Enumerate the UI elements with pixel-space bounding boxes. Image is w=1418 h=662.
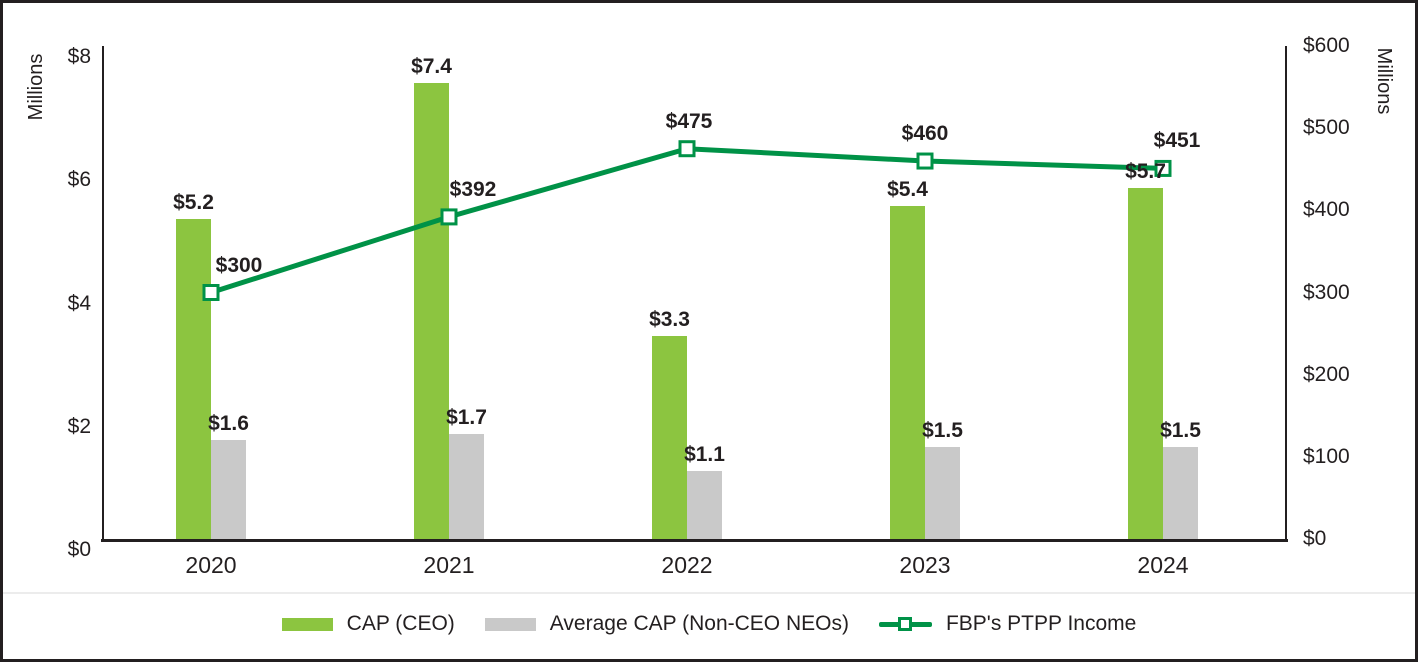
ptpp-value-label: $451 <box>1153 129 1201 153</box>
non-ceo-value-label: $1.5 <box>1160 418 1201 442</box>
right-axis-title: Millions <box>1373 47 1395 115</box>
non-ceo-value-label: $1.1 <box>684 443 725 467</box>
legend-item-cap-ceo: CAP (CEO) <box>281 611 455 637</box>
ptpp-line-marker-icon <box>878 616 932 632</box>
non-ceo-value-label: $1.6 <box>208 412 249 436</box>
non-ceo-swatch-icon <box>484 617 536 631</box>
legend-item-non-ceo: Average CAP (Non-CEO NEOs) <box>484 611 849 637</box>
x-axis-label: 2024 <box>1137 552 1189 578</box>
legend-label-cap-ceo: CAP (CEO) <box>346 612 455 635</box>
y-axis-tick-right: $0 <box>1303 527 1327 550</box>
ptpp-value-label: $392 <box>449 177 497 201</box>
y-axis-tick-left: $8 <box>67 45 91 68</box>
ptpp-marker-icon <box>916 152 934 170</box>
x-axis-label: 2023 <box>899 552 951 578</box>
non-ceo-value-label: $1.5 <box>922 418 963 442</box>
legend: CAP (CEO) Average CAP (Non-CEO NEOs) FBP… <box>3 607 1415 641</box>
non-ceo-bar <box>925 446 960 539</box>
cap-ceo-value-label: $3.3 <box>649 307 690 331</box>
y-axis-tick-right: $400 <box>1303 198 1350 222</box>
legend-label-non-ceo: Average CAP (Non-CEO NEOs) <box>549 612 849 635</box>
y-axis-tick-left: $6 <box>67 168 91 192</box>
x-axis-label: 2020 <box>185 552 237 578</box>
legend-label-ptpp: FBP's PTPP Income <box>945 612 1137 635</box>
plot-area: $8 $6 $4 $2 $0 $600 $500 $400 $300 $200 $100 $0 $5.2… <box>3 3 1415 659</box>
y-axis-tick-right: $200 <box>1303 362 1350 386</box>
ptpp-value-label: $475 <box>665 109 713 133</box>
y-axis-tick-left: $2 <box>67 414 91 438</box>
y-axis-tick-left: $0 <box>67 538 91 561</box>
ptpp-marker-icon <box>678 140 696 158</box>
cap-ceo-value-label: $5.7 <box>1125 159 1166 183</box>
cap-ceo-bar <box>414 82 449 539</box>
ptpp-legend-square <box>898 617 913 631</box>
legend-item-ptpp: FBP's PTPP Income <box>878 611 1137 637</box>
non-ceo-value-label: $1.7 <box>446 406 487 430</box>
cap-ceo-value-label: $5.2 <box>173 190 214 214</box>
y-axis-tick-right: $600 <box>1303 34 1350 57</box>
y-axis-tick-right: $300 <box>1303 280 1350 304</box>
x-axis-label: 2021 <box>423 552 475 578</box>
cap-ceo-bar <box>176 218 211 539</box>
cap-ceo-swatch-icon <box>281 617 333 631</box>
non-ceo-bar <box>687 471 722 539</box>
cap-ceo-bar <box>1128 187 1163 539</box>
non-ceo-bar <box>1163 446 1198 539</box>
y-axis-tick-right: $500 <box>1303 116 1350 140</box>
cap-ceo-value-label: $7.4 <box>411 54 452 78</box>
legend-separator <box>3 592 1415 594</box>
ptpp-value-label: $300 <box>215 253 263 277</box>
left-y-axis-line <box>102 46 104 541</box>
x-axis-label: 2022 <box>661 552 713 578</box>
non-ceo-bar <box>211 440 246 539</box>
cap-ceo-value-label: $5.4 <box>887 178 928 202</box>
x-axis-line <box>101 539 1288 542</box>
cap-ceo-bar <box>890 206 925 539</box>
y-axis-tick-left: $4 <box>67 291 91 315</box>
cap-ceo-bar <box>652 335 687 539</box>
y-axis-tick-right: $100 <box>1303 444 1350 468</box>
non-ceo-bar <box>449 434 484 539</box>
right-y-axis-line <box>1285 46 1287 541</box>
ptpp-value-label: $460 <box>901 122 949 146</box>
left-axis-title: Millions <box>25 53 47 121</box>
